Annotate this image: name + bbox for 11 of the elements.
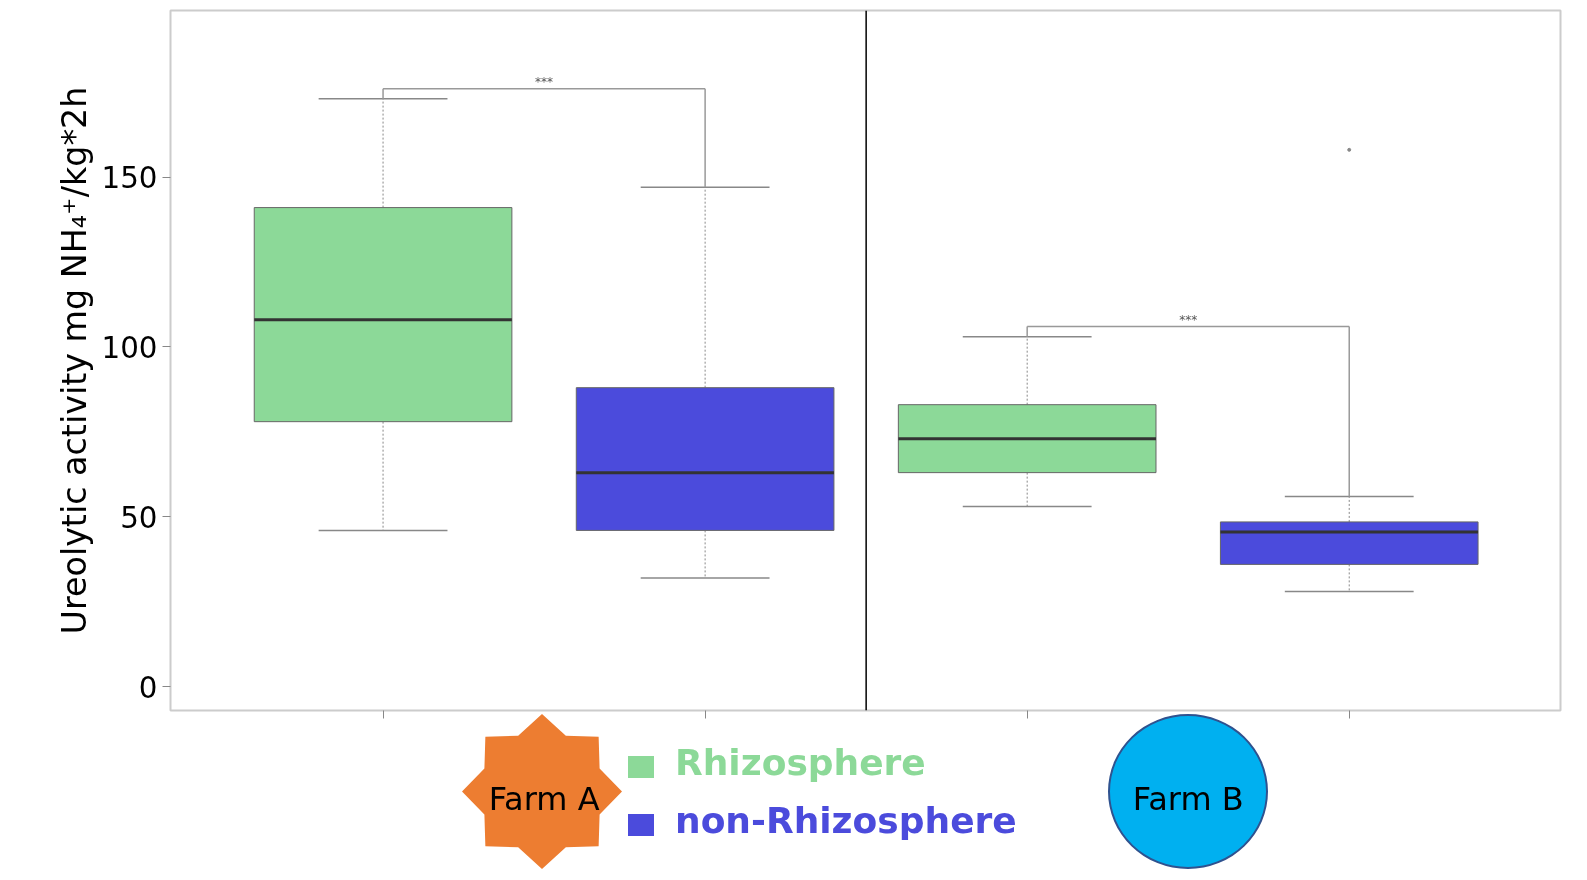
y-tick-label: 150 <box>101 161 158 195</box>
legend-label: Rhizosphere <box>675 742 926 783</box>
annotation: *** <box>535 74 554 89</box>
legend-label: non-Rhizosphere <box>675 800 1017 841</box>
x-tick-label: Farm A <box>488 779 600 818</box>
y-tick-label: 50 <box>120 500 158 535</box>
x-tick-label: Farm B <box>1132 779 1244 818</box>
y-tick-label: 0 <box>138 670 158 705</box>
annotation: *** <box>1179 312 1198 327</box>
y-axis-title: Ureolytic activity mg NH₄⁺/kg*2h <box>54 86 94 635</box>
y-tick-label: 100 <box>101 330 158 365</box>
